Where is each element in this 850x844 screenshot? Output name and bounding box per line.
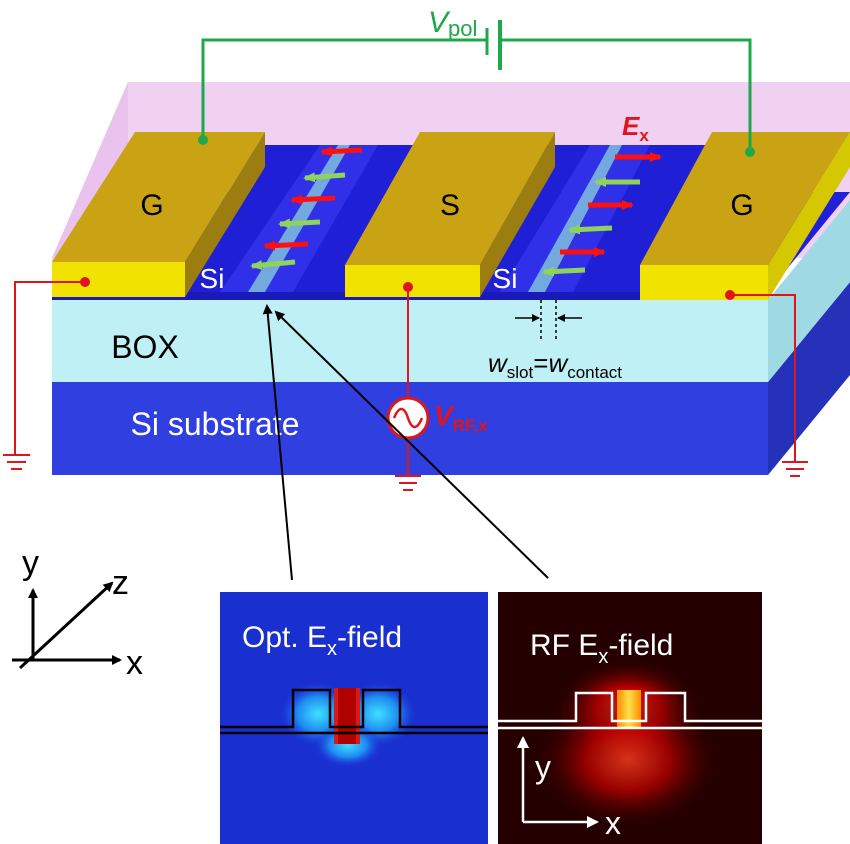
optical-inset-title: Opt. Ex-field <box>242 621 402 660</box>
substrate-side <box>768 282 850 475</box>
electrode-s-top <box>345 132 555 265</box>
ex-arrows-green-left <box>250 172 346 271</box>
device-3d: G S G Si Si BOX Si substrate Ex wslot=wc… <box>52 82 850 475</box>
electrode-g-right-side <box>768 132 850 300</box>
ex-arrows-red-left <box>263 146 363 251</box>
label-si-right: Si <box>493 263 518 294</box>
rf-source-icon <box>386 396 430 440</box>
rf-contact-left <box>80 277 90 287</box>
dc-contact-right <box>745 147 755 157</box>
label-vrf: VRF,x <box>434 400 488 435</box>
rail-right-a <box>500 145 618 292</box>
inset-rf-field: RF Ex-field y x <box>498 592 762 844</box>
electrode-g-left-front <box>52 262 185 297</box>
electrode-g-right-front <box>640 265 768 300</box>
ex-arrows-green-right <box>542 177 640 277</box>
label-ex: Ex <box>622 111 649 145</box>
electrode-s-front <box>345 265 480 297</box>
axis3d-z-label: z <box>112 564 129 602</box>
electrode-s-side <box>480 132 555 297</box>
rf-contact-signal <box>403 282 413 292</box>
electrode-g-left-top <box>52 132 265 262</box>
rf-inset-axis-x: x <box>605 805 621 841</box>
inset-optical-field: Opt. Ex-field <box>220 592 488 844</box>
dc-bias-circuit <box>201 20 752 152</box>
inset-pointers <box>262 304 549 581</box>
electrode-g-right-top <box>640 132 850 265</box>
label-ground-left: G <box>140 189 163 222</box>
slot-left <box>248 145 350 292</box>
rf-inset-title: RF Ex-field <box>530 629 673 668</box>
axes-3d <box>12 581 122 670</box>
box-front <box>52 300 768 382</box>
rf-inset-axes <box>517 736 599 828</box>
rail-left-b <box>265 145 378 292</box>
axis3d-y-label: y <box>22 544 39 582</box>
label-substrate: Si substrate <box>131 406 300 442</box>
rf-contact-right <box>725 290 735 300</box>
ex-arrows-red-right <box>560 152 662 257</box>
axis3d-x-label: x <box>126 644 143 682</box>
electrode-g-left-side <box>185 132 265 297</box>
box-side <box>768 200 850 382</box>
label-si-left: Si <box>200 263 225 294</box>
label-ground-right: G <box>730 189 753 222</box>
slot-width-marker <box>515 300 582 340</box>
rf-circuit <box>3 281 808 491</box>
label-w-slot-contact: wslot=wcontact <box>488 348 622 382</box>
label-vpol: Vpol <box>428 6 477 41</box>
label-signal: S <box>440 189 460 222</box>
dc-contact-left <box>198 135 208 145</box>
label-box: BOX <box>111 329 179 365</box>
rf-inset-axis-y: y <box>535 749 551 785</box>
